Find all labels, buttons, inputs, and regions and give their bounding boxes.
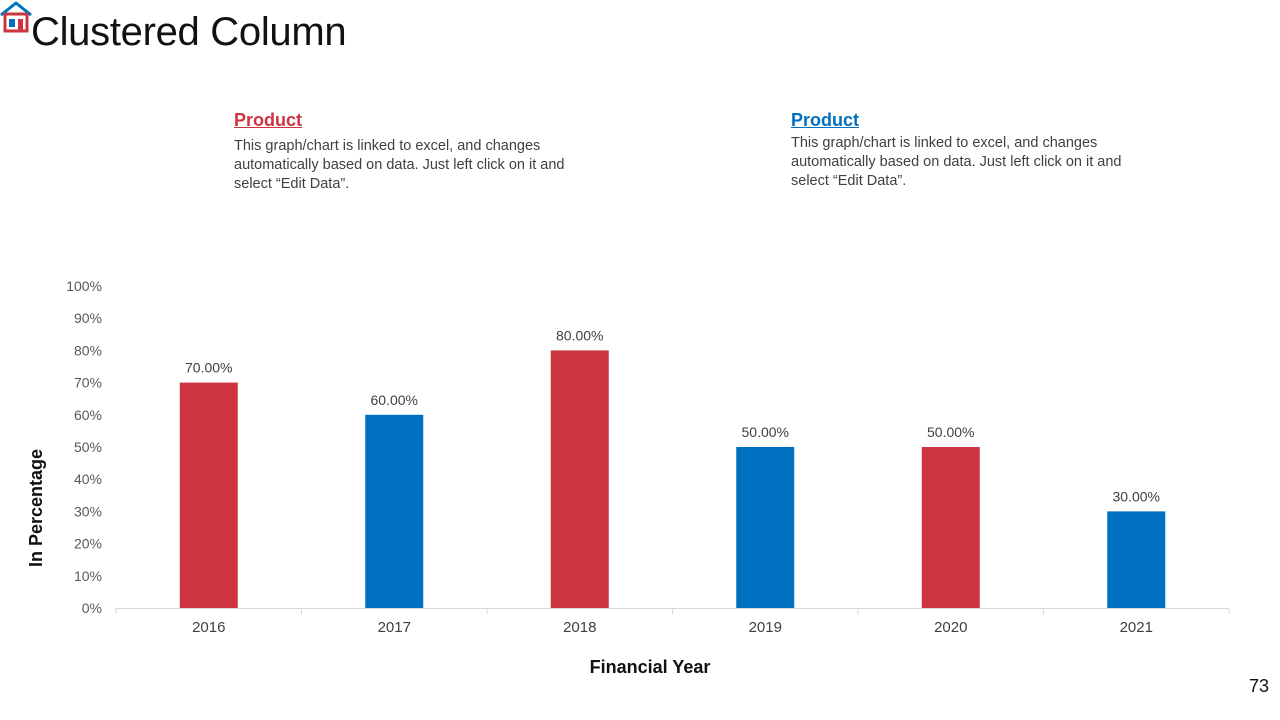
x-tick-label-2021: 2021 <box>1120 619 1153 636</box>
y-tick-label-30: 30% <box>74 503 102 519</box>
x-tick-label-2016: 2016 <box>192 619 225 636</box>
bars <box>179 350 1166 608</box>
bar-label-2018: 80.00% <box>556 327 603 343</box>
bar-2017[interactable] <box>365 414 424 608</box>
x-tick-label-2020: 2020 <box>934 619 967 636</box>
x-axis-ticks: 2016 2017 2018 2019 2020 2021 <box>192 619 1153 636</box>
bar-label-2021: 30.00% <box>1113 488 1160 504</box>
bar-label-2017: 60.00% <box>371 392 418 408</box>
legend-heading-red[interactable]: Product <box>234 110 303 130</box>
page-number: 73 <box>1248 676 1269 696</box>
house-logo-icon <box>0 1 32 33</box>
house-roof-icon <box>0 1 32 17</box>
house-body-icon <box>3 12 29 33</box>
legend-text-blue: This graph/chart is linked to excel, and… <box>791 135 1122 189</box>
legend-text-red: This graph/chart is linked to excel, and… <box>234 138 565 192</box>
page-title: Clustered Column <box>31 10 347 54</box>
house-door-icon <box>18 19 23 31</box>
x-tick-label-2018: 2018 <box>563 619 596 636</box>
house-window-icon <box>9 19 15 27</box>
y-tick-label-50: 50% <box>74 439 102 455</box>
y-tick-label-60: 60% <box>74 407 102 423</box>
bar-2020[interactable] <box>921 447 980 608</box>
y-tick-label-0: 0% <box>82 600 102 616</box>
x-axis-tick-marks <box>115 608 1230 614</box>
bar-value-labels: 70.00% 60.00% 80.00% 50.00% 50.00% 30.00% <box>185 327 1160 504</box>
bar-label-2020: 50.00% <box>927 424 974 440</box>
bar-2018[interactable] <box>550 350 609 608</box>
bar-2019[interactable] <box>736 447 795 608</box>
x-axis-title: Financial Year <box>590 657 711 677</box>
y-tick-label-80: 80% <box>74 342 102 358</box>
y-axis-title: In Percentage <box>26 449 46 567</box>
legend-block-blue: Product This graph/chart is linked to ex… <box>791 109 1161 191</box>
bar-2021[interactable] <box>1107 511 1166 608</box>
x-tick-label-2019: 2019 <box>749 619 782 636</box>
legend-heading-blue[interactable]: Product <box>791 110 860 130</box>
bar-label-2016: 70.00% <box>185 360 232 376</box>
y-tick-label-10: 10% <box>74 568 102 584</box>
y-axis-ticks: 0% 10% 20% 30% 40% 50% 60% 70% 80% 90% 100% <box>66 278 102 616</box>
y-tick-label-20: 20% <box>74 536 102 552</box>
y-tick-label-40: 40% <box>74 471 102 487</box>
bar-2016[interactable] <box>179 382 238 608</box>
y-tick-label-90: 90% <box>74 310 102 326</box>
x-tick-label-2017: 2017 <box>378 619 411 636</box>
y-tick-label-70: 70% <box>74 375 102 391</box>
bar-label-2019: 50.00% <box>742 424 789 440</box>
y-tick-label-100: 100% <box>66 278 102 294</box>
legend-block-red: Product This graph/chart is linked to ex… <box>234 109 604 194</box>
